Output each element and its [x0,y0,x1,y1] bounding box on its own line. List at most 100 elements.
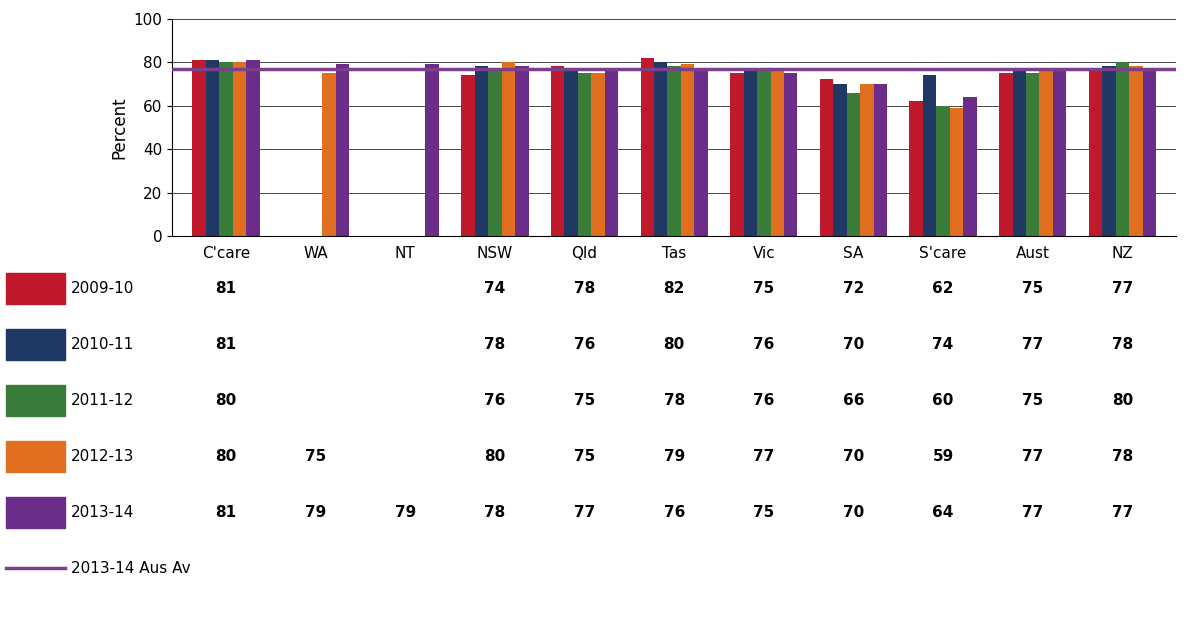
Text: 76: 76 [753,393,775,408]
Text: 81: 81 [215,337,236,352]
Text: 62: 62 [933,281,954,296]
Text: 78: 78 [1112,449,1133,464]
Bar [1129,66,1143,236]
Text: 64: 64 [933,505,954,520]
Bar [655,62,668,236]
Text: 78: 78 [485,505,506,520]
Bar [963,97,977,236]
Bar [501,62,516,236]
Text: 75: 75 [753,505,775,520]
Bar [1012,69,1026,236]
Bar [220,62,233,236]
Text: 80: 80 [215,449,236,464]
Text: 70: 70 [842,449,864,464]
Text: 70: 70 [842,505,864,520]
Text: 80: 80 [485,449,506,464]
Text: 76: 76 [664,505,684,520]
Bar [744,71,757,236]
Bar [551,66,564,236]
Y-axis label: Percent: Percent [110,96,128,158]
Bar [425,65,438,236]
Bar [605,69,618,236]
Bar [784,73,797,236]
Bar [461,75,475,236]
Text: 75: 75 [574,449,595,464]
Bar [860,84,873,236]
Bar [771,69,784,236]
Text: 74: 74 [485,281,506,296]
Bar [820,79,833,236]
Bar [694,71,708,236]
Text: 70: 70 [842,337,864,352]
Bar [833,84,847,236]
Text: 78: 78 [485,337,506,352]
Text: 77: 77 [1112,281,1133,296]
Bar [475,66,488,236]
Bar [577,73,592,236]
Text: 80: 80 [664,337,684,352]
Text: 77: 77 [1112,505,1133,520]
Text: 77: 77 [1022,449,1043,464]
Text: 80: 80 [215,393,236,408]
Text: 78: 78 [574,281,595,296]
Text: 75: 75 [305,449,327,464]
Text: 75: 75 [1022,393,1043,408]
Text: 74: 74 [933,337,954,352]
Text: 2010-11: 2010-11 [71,337,134,352]
Bar [640,58,655,236]
Text: 77: 77 [753,449,775,464]
Bar [1053,69,1067,236]
Bar [949,108,963,236]
Text: 76: 76 [574,337,595,352]
Text: 75: 75 [574,393,595,408]
Bar [999,73,1012,236]
Text: 2013-14: 2013-14 [71,505,134,520]
Text: 66: 66 [842,393,864,408]
Bar [192,60,206,236]
Text: 75: 75 [1022,281,1043,296]
Bar [668,66,681,236]
Bar [757,71,771,236]
Bar [336,65,349,236]
Text: 77: 77 [574,505,595,520]
Text: 2009-10: 2009-10 [71,281,134,296]
Text: 77: 77 [1022,337,1043,352]
Bar [488,71,501,236]
Text: 59: 59 [933,449,954,464]
Bar [936,106,949,236]
Text: 80: 80 [1112,393,1133,408]
Text: 78: 78 [664,393,684,408]
Text: 81: 81 [215,505,236,520]
Bar [206,60,220,236]
Bar [1088,69,1102,236]
Bar [592,73,605,236]
Bar [681,65,694,236]
Text: 2013-14 Aus Av: 2013-14 Aus Av [71,561,191,576]
Text: 78: 78 [1112,337,1133,352]
Text: 79: 79 [394,505,416,520]
Bar [564,71,577,236]
Text: 79: 79 [664,449,684,464]
Text: 60: 60 [933,393,954,408]
Text: 77: 77 [1022,505,1043,520]
Text: 82: 82 [664,281,684,296]
Bar [1026,73,1040,236]
Bar [516,66,529,236]
Text: 75: 75 [753,281,775,296]
Bar [322,73,336,236]
Bar [233,62,246,236]
Bar [731,73,744,236]
Bar [1040,69,1053,236]
Text: 2011-12: 2011-12 [71,393,134,408]
Bar [246,60,260,236]
Bar [923,75,936,236]
Text: 79: 79 [305,505,327,520]
Bar [910,101,923,236]
Bar [1102,66,1116,236]
Bar [847,93,860,236]
Bar [1143,69,1156,236]
Bar [1116,62,1129,236]
Text: 76: 76 [753,337,775,352]
Text: 2012-13: 2012-13 [71,449,134,464]
Text: 72: 72 [842,281,864,296]
